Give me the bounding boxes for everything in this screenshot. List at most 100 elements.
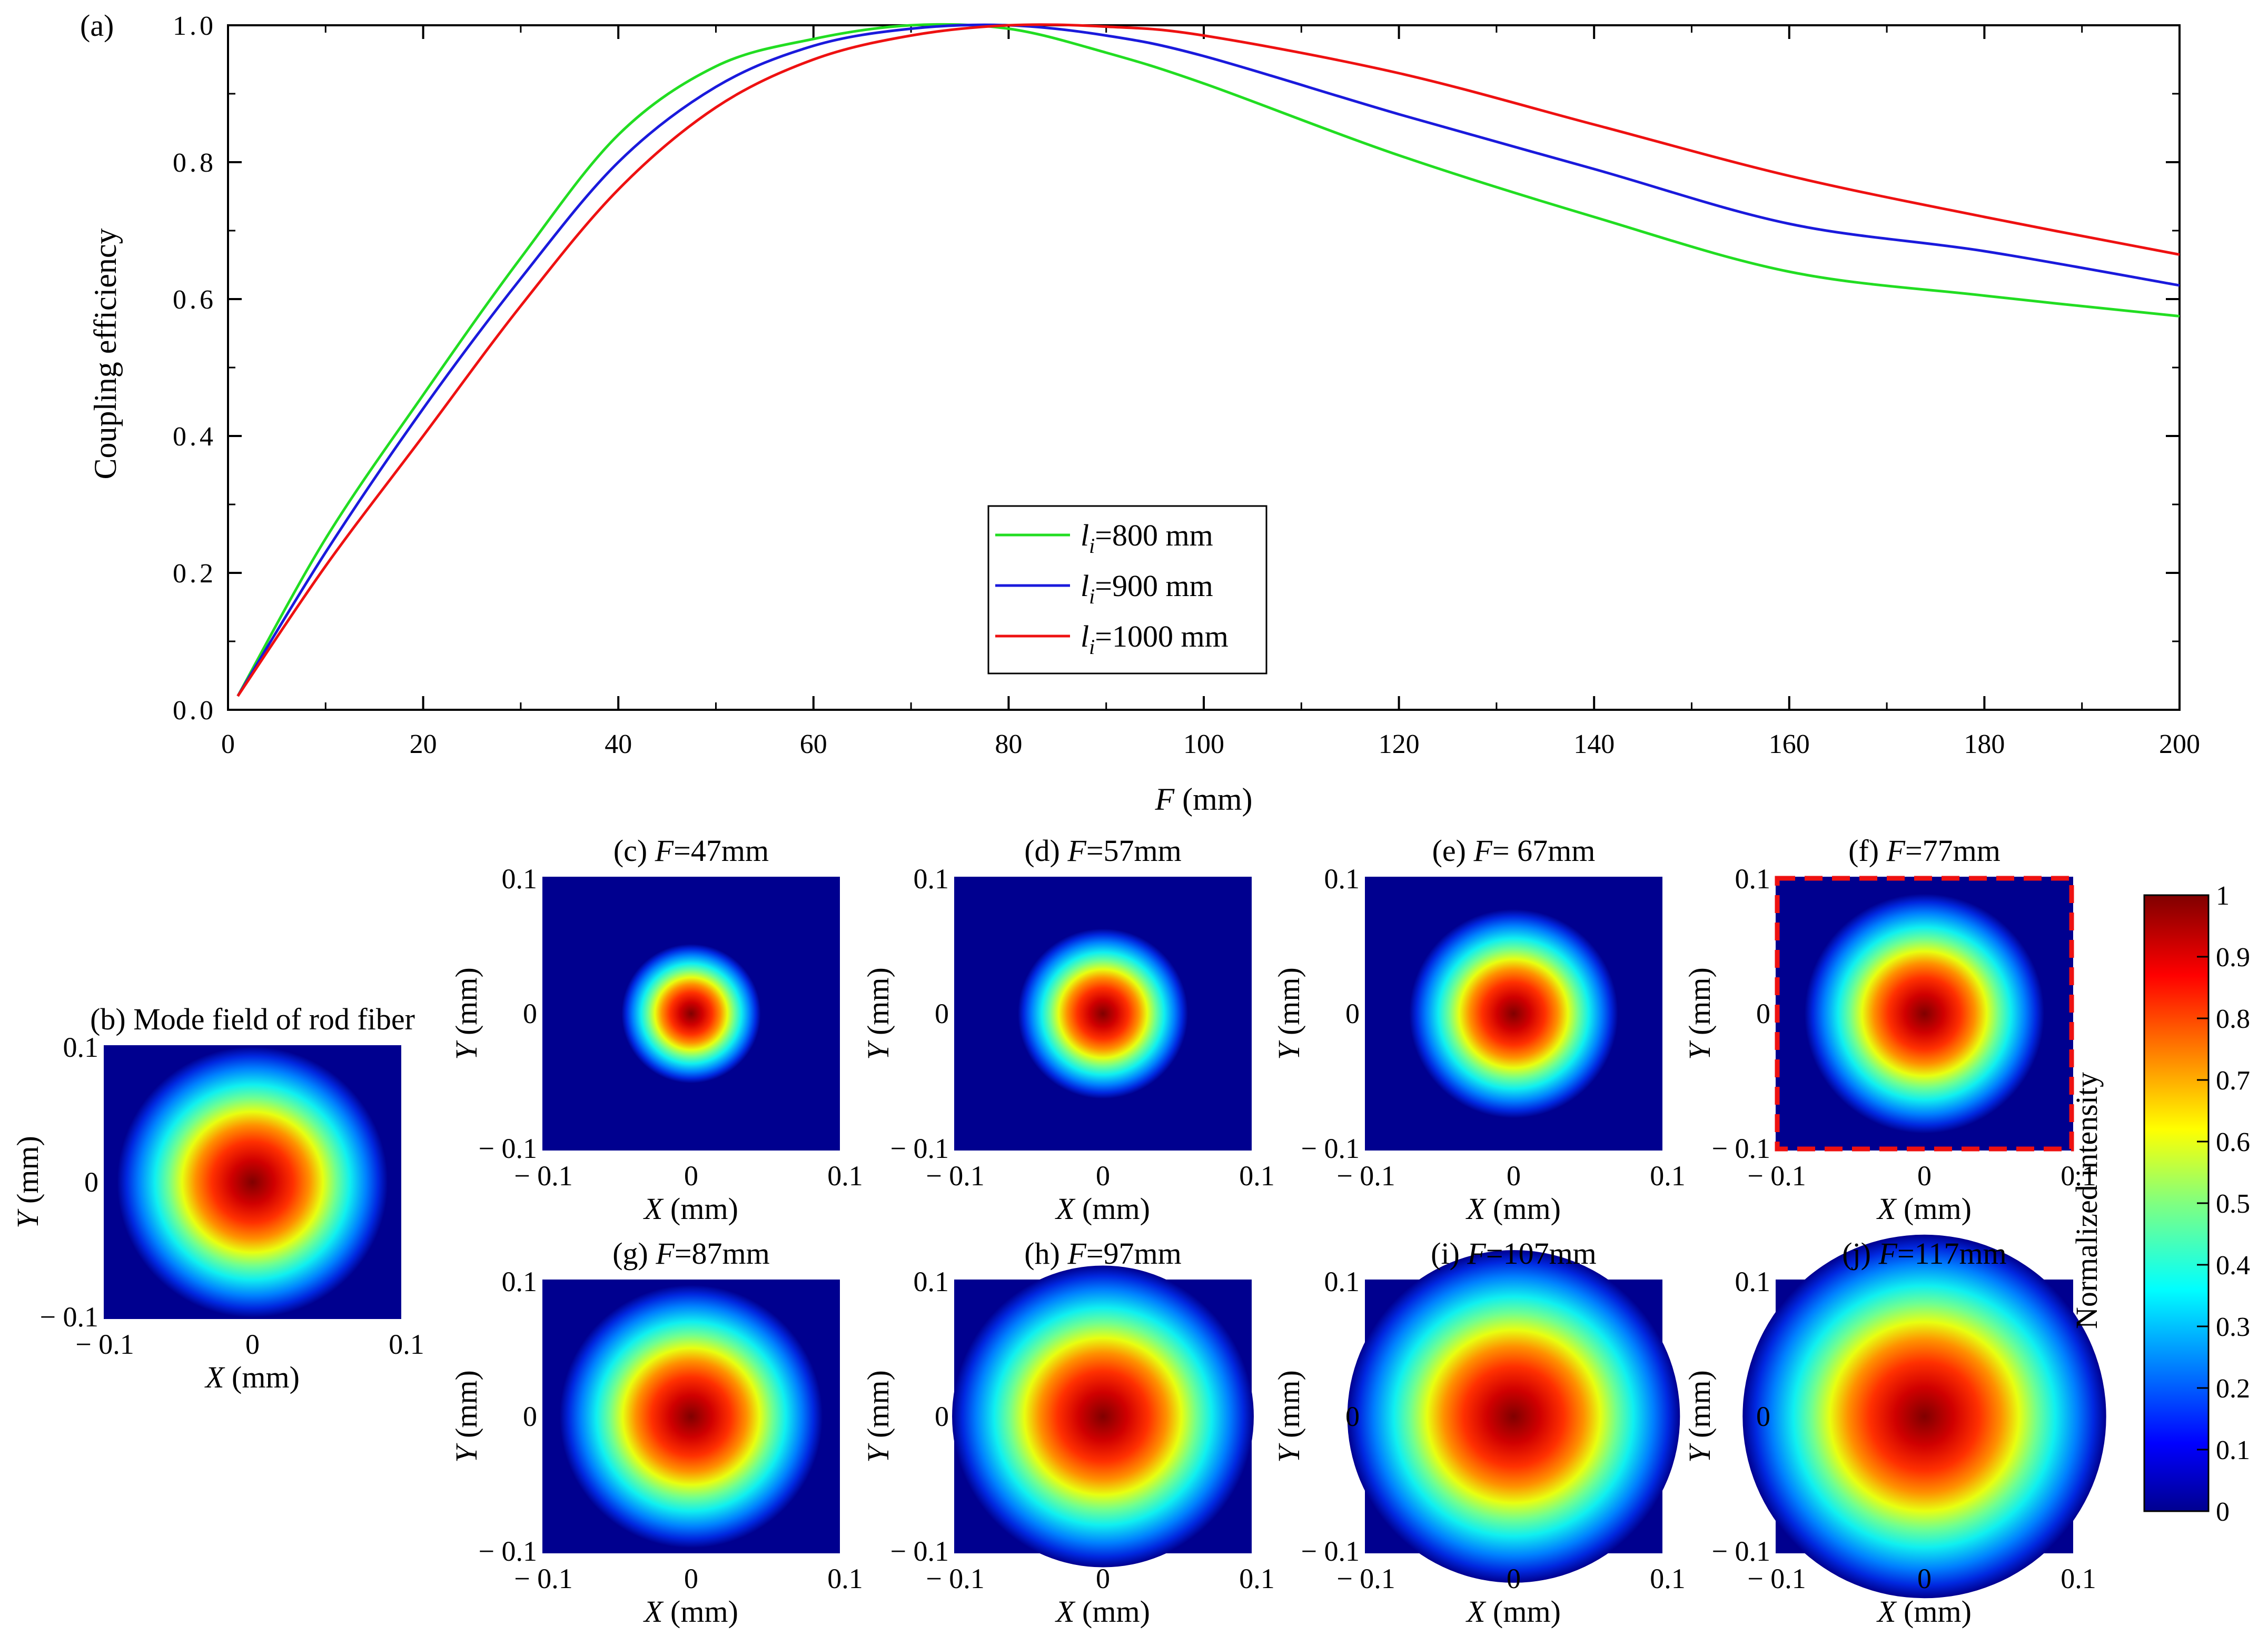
colorbar-tick-label: 0.7	[2216, 1066, 2250, 1096]
y-axis-label: Y (mm)	[1682, 1370, 1717, 1463]
y-tick-label: 0.2	[173, 559, 216, 589]
x-tick-label: − 0.1	[514, 1563, 572, 1594]
x-tick-label: 0	[1917, 1563, 1932, 1594]
x-tick-label: 180	[1964, 729, 2005, 759]
panel-title: (j) F=117mm	[1842, 1236, 2006, 1271]
colorbar-tick-label: 0.8	[2216, 1004, 2250, 1034]
colorbar-tick-label: 1	[2216, 881, 2230, 911]
colorbar-tick-label: 0	[2216, 1497, 2230, 1527]
y-tick-label: 0	[935, 998, 949, 1029]
x-tick-label: 0	[1507, 1160, 1521, 1192]
heatmap-panel-d: (d) F=57mm 0.1 0 − 0.1− 0.1 0 0.1 X (mm) Y (mm)	[861, 834, 1275, 1226]
y-tick-label: − 0.1	[1712, 1133, 1770, 1164]
x-tick-label: 0.1	[1650, 1160, 1686, 1192]
panel-title: (h) F=97mm	[1024, 1236, 1182, 1271]
x-tick-label: 0	[221, 729, 235, 759]
colorbar-tick-label: 0.6	[2216, 1127, 2250, 1157]
colorbar-tick-label: 0.4	[2216, 1251, 2250, 1281]
y-tick-label: − 0.1	[890, 1133, 949, 1164]
panel-title: (e) F= 67mm	[1432, 834, 1596, 868]
y-tick-label: 0.0	[173, 696, 216, 726]
series-line-3	[236, 23, 2180, 697]
y-tick-label: − 0.1	[479, 1133, 537, 1164]
legend-entry: li=900 mm	[1081, 569, 1213, 608]
y-tick-label: − 0.1	[479, 1535, 537, 1567]
x-tick-label: − 0.1	[1336, 1563, 1395, 1594]
x-tick-label: 100	[1183, 729, 1224, 759]
panel-title: (g) F=87mm	[612, 1236, 770, 1271]
beam-spot	[1409, 909, 1618, 1118]
legend-entry: li=800 mm	[1081, 518, 1213, 558]
axis-tick-labels: 0 20 40 60 80 100 120 140 160 180 200 0.0 0.2 0.4 0.6 0…	[173, 11, 2200, 759]
y-tick-label: 0	[1345, 1401, 1360, 1432]
y-tick-label: 0	[1756, 998, 1770, 1029]
x-axis-label: X (mm)	[1055, 1594, 1150, 1629]
y-tick-label: 0.1	[502, 863, 538, 895]
x-axis-label: F (mm)	[1155, 782, 1253, 817]
beam-spot	[1347, 1250, 1680, 1583]
x-axis-label: X (mm)	[1876, 1192, 1972, 1226]
y-axis-label: Y (mm)	[1272, 967, 1306, 1060]
x-tick-label: 0	[1917, 1160, 1932, 1192]
x-tick-label: 80	[995, 729, 1022, 759]
legend: li=800 mm li=900 mm li=1000 mm	[987, 505, 1267, 675]
y-tick-label: 0	[935, 1401, 949, 1432]
colorbar-tick-label: 0.3	[2216, 1312, 2250, 1342]
colorbar-tick-label: 0.5	[2216, 1189, 2250, 1219]
y-tick-label: 0.6	[173, 285, 216, 315]
beam-spot	[559, 1285, 823, 1548]
x-axis-label: X (mm)	[204, 1360, 300, 1394]
y-tick-label: 0.1	[63, 1032, 99, 1063]
y-tick-label: 0.1	[502, 1266, 538, 1297]
y-tick-label: 0.1	[1735, 863, 1771, 895]
beam-spot	[1804, 894, 2045, 1134]
y-tick-label: 0	[1756, 1401, 1770, 1432]
y-tick-label: 0.1	[914, 863, 949, 895]
x-tick-label: − 0.1	[926, 1160, 984, 1192]
y-tick-label: − 0.1	[1301, 1133, 1360, 1164]
x-tick-label: 0.1	[1239, 1160, 1275, 1192]
y-tick-label: 0	[1345, 998, 1360, 1029]
heatmap-panel-i: (i) F=107mm 0.1 0 − 0.1− 0.1 0 0.1 X (mm) Y (mm…	[1272, 1236, 1686, 1629]
y-tick-label: 0.1	[1324, 1266, 1360, 1297]
x-tick-label: 160	[1769, 729, 1810, 759]
coupling-efficiency-chart: (a) 0 20 40 60 80 100 120 140 160 180 200 0.0 0.2 0.4…	[80, 8, 2200, 817]
y-axis-label: Y (mm)	[11, 1136, 45, 1228]
x-tick-label: 0.1	[827, 1563, 863, 1594]
colorbar: 0 0.1 0.2 0.3 0.4 0.5 0.6 0.7 0.8 0.9 1 Normalized…	[2069, 881, 2250, 1527]
x-tick-label: − 0.1	[926, 1563, 984, 1594]
x-tick-label: 40	[605, 729, 632, 759]
panel-title: (c) F=47mm	[613, 834, 769, 868]
beam-spot	[952, 1265, 1254, 1568]
y-axis-label: Y (mm)	[449, 1370, 483, 1463]
y-tick-label: 0.1	[1324, 863, 1360, 895]
y-axis-label: Y (mm)	[449, 967, 483, 1060]
y-tick-label: 0	[523, 1401, 537, 1432]
y-axis-label: Coupling efficiency	[88, 228, 123, 479]
x-tick-label: 0.1	[1650, 1563, 1686, 1594]
panel-title: (b) Mode field of rod fiber	[90, 1002, 415, 1036]
y-tick-label: 0	[523, 998, 537, 1029]
y-axis-label: Y (mm)	[1272, 1370, 1306, 1463]
x-axis-label: X (mm)	[1876, 1594, 1972, 1629]
x-tick-label: 0.1	[389, 1328, 424, 1360]
x-tick-label: 0.1	[1239, 1563, 1275, 1594]
x-tick-label: 0.1	[2061, 1563, 2096, 1594]
beam-spot	[117, 1046, 388, 1318]
x-tick-label: 200	[2159, 729, 2200, 759]
legend-entry: li=1000 mm	[1081, 619, 1229, 659]
x-tick-label: − 0.1	[75, 1328, 134, 1360]
heatmap-panel-f: (f) F=77mm 0.1 0 − 0.1− 0.1 0 0.1 X (mm) Y (mm)	[1682, 834, 2096, 1226]
y-tick-label: − 0.1	[1301, 1535, 1360, 1567]
x-tick-label: − 0.1	[1747, 1160, 1806, 1192]
x-tick-label: 120	[1379, 729, 1420, 759]
x-tick-label: − 0.1	[1336, 1160, 1395, 1192]
x-axis-label: X (mm)	[1465, 1192, 1561, 1226]
x-axis-unit: (mm)	[1174, 782, 1252, 817]
y-tick-label: 1.0	[173, 11, 216, 41]
panel-title: (f) F=77mm	[1848, 834, 2000, 868]
heatmap-panel-h: (h) F=97mm 0.1 0 − 0.1− 0.1 0 0.1 X (mm) Y (mm)	[861, 1236, 1275, 1629]
